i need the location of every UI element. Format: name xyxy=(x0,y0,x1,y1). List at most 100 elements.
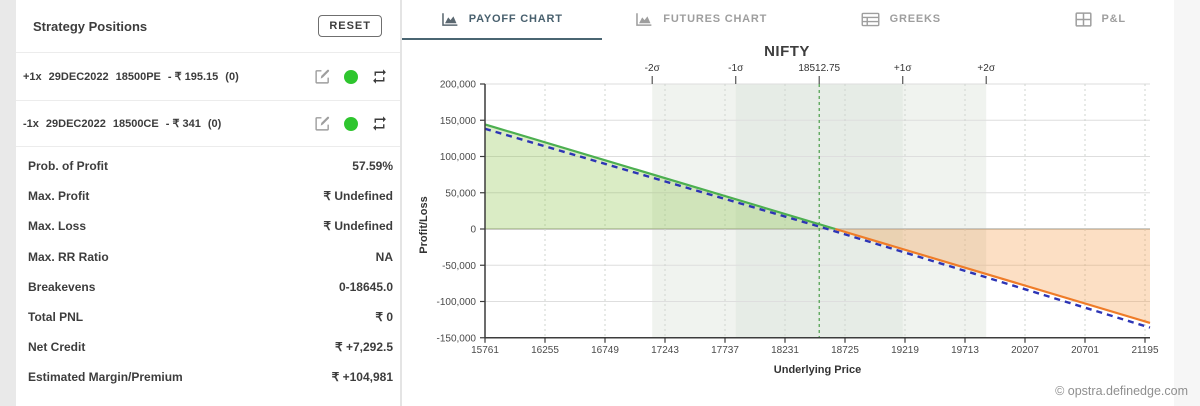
stat-row: Net Credit ₹ +7,292.5 xyxy=(16,332,400,362)
edit-position-icon[interactable] xyxy=(314,115,331,132)
position-lots: (0) xyxy=(225,71,239,83)
x-tick-label: 16255 xyxy=(531,345,559,356)
payoff-panel: PAYOFF CHART FUTURES CHART GREEKS P&L -2σ -1… xyxy=(402,0,1200,406)
page-left-gutter xyxy=(0,0,16,406)
position-description: +1x 29DEC2022 18500PE - ₹ 195.15 (0) xyxy=(23,70,246,83)
positions-list: +1x 29DEC2022 18500PE - ₹ 195.15 (0) -1x 29DEC… xyxy=(16,53,400,147)
position-instrument: 18500CE xyxy=(112,118,159,130)
stat-row: Estimated Margin/Premium ₹ +104,981 xyxy=(16,362,400,392)
x-tick-label: 18725 xyxy=(831,345,859,356)
position-row: -1x 29DEC2022 18500CE - ₹ 341 (0) xyxy=(16,101,400,147)
y-axis-title: Profit/Loss xyxy=(418,196,430,253)
sigma-label: +2σ xyxy=(977,63,995,74)
repeat-position-icon[interactable] xyxy=(371,115,388,132)
position-enabled-toggle[interactable] xyxy=(344,116,358,131)
stat-value: ₹ +104,981 xyxy=(331,370,393,385)
grid-icon xyxy=(1074,11,1092,27)
panel-divider xyxy=(400,0,402,406)
strategy-stats-list: Prob. of Profit 57.59% Max. Profit ₹ Undefi… xyxy=(16,147,400,393)
stat-row: Max. Profit ₹ Undefined xyxy=(16,181,400,211)
stat-label: Max. Profit xyxy=(28,189,90,204)
x-tick-label: 16749 xyxy=(591,345,619,356)
stat-value: 57.59% xyxy=(352,159,393,174)
x-tick-label: 15761 xyxy=(471,345,499,356)
reset-button[interactable]: RESET xyxy=(318,15,382,37)
stat-label: Estimated Margin/Premium xyxy=(28,370,183,385)
stat-label: Net Credit xyxy=(28,340,86,355)
x-tick-label: 20207 xyxy=(1011,345,1039,356)
stat-value: ₹ Undefined xyxy=(323,189,393,204)
x-tick-label: 19713 xyxy=(951,345,979,356)
stat-value: ₹ Undefined xyxy=(323,219,393,234)
x-tick-label: 20701 xyxy=(1071,345,1099,356)
position-description: -1x 29DEC2022 18500CE - ₹ 341 (0) xyxy=(23,117,228,130)
stat-label: Breakevens xyxy=(28,279,96,294)
position-actions xyxy=(314,115,388,132)
tab-label: P&L xyxy=(1101,13,1126,25)
area-chart-icon xyxy=(635,12,653,27)
stat-row: Max. Loss ₹ Undefined xyxy=(16,211,400,241)
position-expiry: 29DEC2022 xyxy=(45,118,106,130)
position-enabled-toggle[interactable] xyxy=(344,69,358,84)
stat-row: Max. RR Ratio NA xyxy=(16,242,400,272)
position-price: - ₹ 195.15 xyxy=(167,71,219,83)
sigma-label: 18512.75 xyxy=(798,63,840,74)
payoff-chart-svg[interactable]: -2σ -1σ 18512.75 +1σ +2σ 200,000 150,000 100,00… xyxy=(402,40,1200,406)
stat-row: Breakevens 0-18645.0 xyxy=(16,272,400,302)
tplus0-line xyxy=(484,127,1151,329)
y-tick-label: 200,000 xyxy=(440,80,477,91)
payoff-line-loss xyxy=(835,227,1151,324)
y-tick-label: 150,000 xyxy=(440,116,477,127)
sigma-label: +1σ xyxy=(894,63,912,74)
watermark: © opstra.definedge.com xyxy=(1055,384,1188,398)
y-tick-label: -100,000 xyxy=(437,297,477,308)
stat-value: 0-18645.0 xyxy=(338,279,393,294)
y-tick-label: 100,000 xyxy=(440,152,477,163)
strategy-positions-header: Strategy Positions RESET xyxy=(16,0,400,53)
chart-title: NIFTY xyxy=(764,43,810,60)
tab-label: FUTURES CHART xyxy=(663,13,768,25)
stat-label: Max. Loss xyxy=(28,219,87,234)
y-tick-label: 50,000 xyxy=(445,188,476,199)
panel-title: Strategy Positions xyxy=(33,18,148,34)
x-tick-label: 17243 xyxy=(651,345,679,356)
payoff-line-profit xyxy=(484,123,836,231)
edit-position-icon[interactable] xyxy=(314,68,331,85)
x-tick-label: 17737 xyxy=(711,345,739,356)
sigma-label: -2σ xyxy=(645,63,661,74)
stat-value: ₹ 0 xyxy=(375,310,393,325)
area-chart-icon xyxy=(441,12,459,27)
y-tick-label: 0 xyxy=(470,225,476,236)
stat-row: Total PNL ₹ 0 xyxy=(16,302,400,332)
position-row: +1x 29DEC2022 18500PE - ₹ 195.15 (0) xyxy=(16,53,400,101)
tab-payoff-chart[interactable]: PAYOFF CHART xyxy=(402,0,602,40)
position-qty: -1x xyxy=(23,118,39,130)
x-tick-label: 19219 xyxy=(891,345,919,356)
payoff-chart-area: -2σ -1σ 18512.75 +1σ +2σ 200,000 150,000 100,00… xyxy=(402,40,1200,406)
position-lots: (0) xyxy=(207,118,222,130)
y-tick-label: -150,000 xyxy=(437,333,477,344)
strategy-positions-panel: Strategy Positions RESET +1x 29DEC2022 185… xyxy=(16,0,400,393)
position-actions xyxy=(314,68,388,85)
stat-label: Total PNL xyxy=(28,310,84,325)
tab-futures-chart[interactable]: FUTURES CHART xyxy=(602,0,802,40)
position-expiry: 29DEC2022 xyxy=(48,71,109,83)
tab-p-l[interactable]: P&L xyxy=(1001,0,1200,40)
stat-label: Max. RR Ratio xyxy=(28,249,109,264)
page-right-gutter xyxy=(1174,0,1200,406)
repeat-position-icon[interactable] xyxy=(371,68,388,85)
table-icon xyxy=(861,12,880,27)
position-qty: +1x xyxy=(23,71,42,83)
position-instrument: 18500PE xyxy=(115,71,161,83)
stat-row: Prob. of Profit 57.59% xyxy=(16,151,400,181)
chart-tabs: PAYOFF CHART FUTURES CHART GREEKS P&L xyxy=(402,0,1200,40)
tab-label: GREEKS xyxy=(889,13,941,25)
tab-greeks[interactable]: GREEKS xyxy=(801,0,1001,40)
y-tick-label: -50,000 xyxy=(442,261,476,272)
x-tick-label: 21195 xyxy=(1131,345,1159,356)
position-price: - ₹ 341 xyxy=(165,118,201,130)
x-axis-title: Underlying Price xyxy=(774,364,861,376)
stat-value: ₹ +7,292.5 xyxy=(334,340,393,355)
x-tick-label: 18231 xyxy=(771,345,799,356)
